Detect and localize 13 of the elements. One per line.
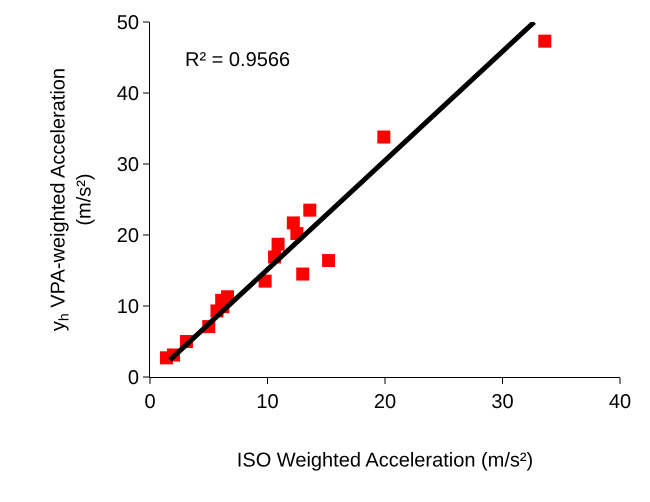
x-tick-label: 20 xyxy=(374,391,396,413)
y-tick-label: 0 xyxy=(128,367,139,389)
x-axis-title: ISO Weighted Acceleration (m/s²) xyxy=(236,450,534,472)
y-tick-label: 50 xyxy=(116,12,139,34)
annotation: R² = 0.9566 xyxy=(185,49,290,71)
y-tick-label: 30 xyxy=(116,154,139,176)
y-tick-label: 20 xyxy=(116,225,139,247)
x-tick-label: 0 xyxy=(144,391,156,413)
y-tick-label: 40 xyxy=(116,83,139,105)
x-tick-label: 10 xyxy=(256,391,279,413)
x-tick-label: 30 xyxy=(491,391,514,413)
x-tick-label: 40 xyxy=(608,391,632,413)
y-tick-label: 10 xyxy=(116,296,139,318)
